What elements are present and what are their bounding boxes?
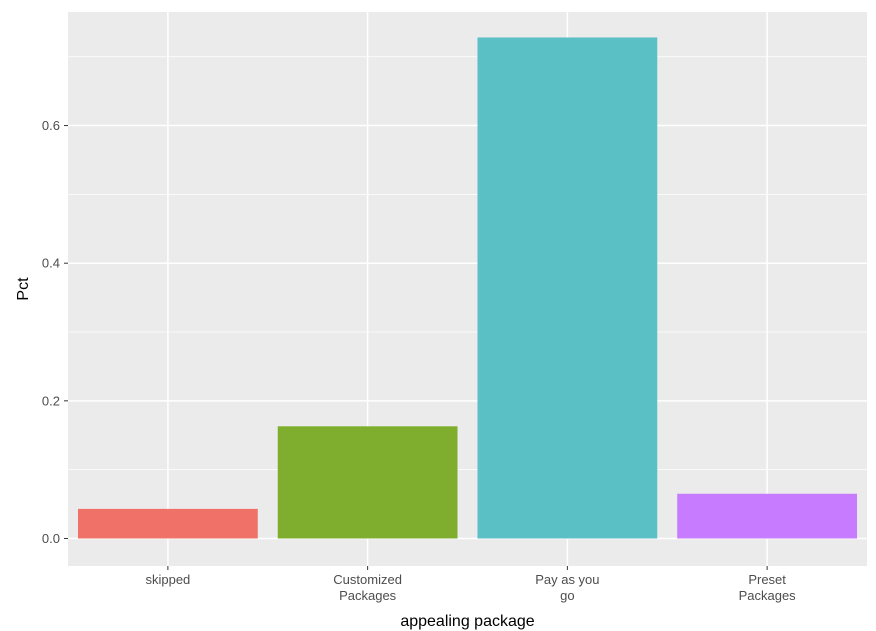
x-tick-label: skipped — [145, 572, 190, 587]
y-axis: 0.0 0.2 0.4 0.6 — [42, 118, 68, 546]
bar — [677, 493, 858, 539]
bar — [477, 37, 658, 539]
y-tick-label: 0.4 — [42, 256, 60, 271]
x-axis: skipped Customized Packages Pay as you go Pre… — [145, 566, 796, 603]
bars — [77, 37, 858, 539]
x-axis-title: appealing package — [400, 613, 534, 630]
bar — [77, 508, 258, 539]
y-tick-label: 0.2 — [42, 393, 60, 408]
bar — [277, 426, 458, 539]
x-tick-label: Preset Packages — [739, 572, 797, 603]
y-axis-title: Pct — [15, 277, 32, 301]
x-tick-label: Pay as you go — [535, 572, 599, 603]
y-tick-label: 0.6 — [42, 118, 60, 133]
plot-panel — [68, 12, 867, 566]
y-tick-label: 0.0 — [42, 531, 60, 546]
minor-gridlines — [68, 56, 867, 471]
x-tick-label: Customized Packages — [333, 572, 402, 603]
